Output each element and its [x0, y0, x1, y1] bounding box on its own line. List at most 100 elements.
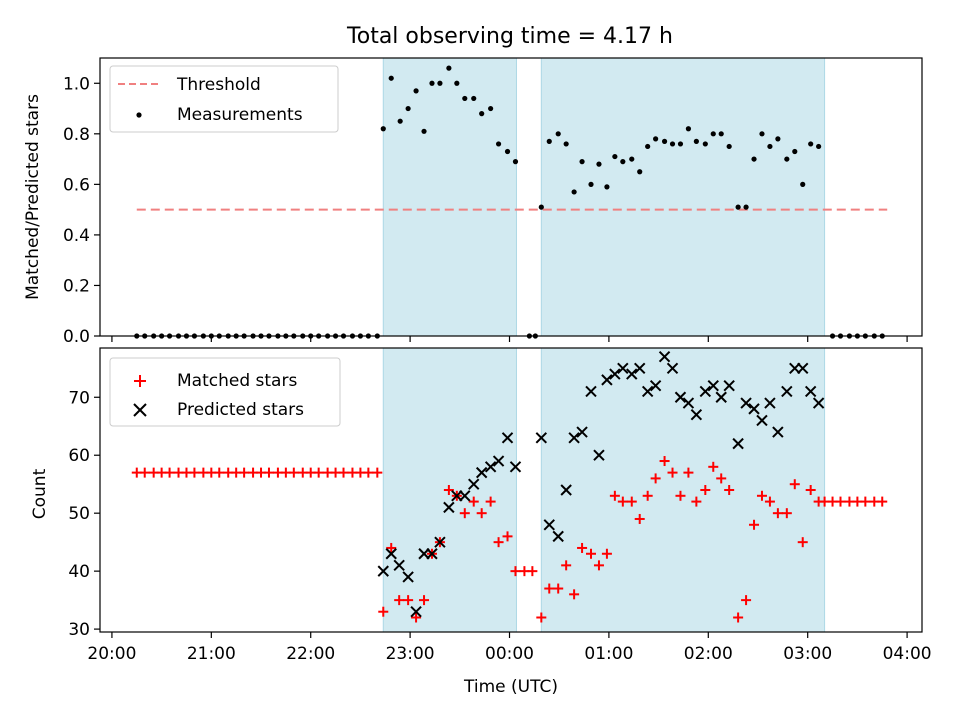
predicted-star-point	[535, 432, 548, 444]
matched-star-point	[411, 612, 422, 623]
predicted-star-point	[772, 426, 784, 438]
matched-star-point	[756, 490, 767, 501]
measurement-point	[800, 181, 806, 187]
y-tick-label: 0.6	[63, 175, 90, 195]
measurement-point	[454, 80, 460, 86]
measurement-point	[588, 181, 594, 187]
matched-star-point	[601, 548, 612, 559]
matched-star-point	[189, 467, 200, 478]
x-tick-label: 20:00	[87, 644, 136, 664]
matched-star-point	[724, 485, 735, 495]
predicted-star-point	[377, 565, 389, 577]
measurement-point	[629, 156, 635, 162]
matched-star-point	[288, 467, 299, 478]
matched-star-point	[683, 467, 694, 478]
predicted-star-point	[543, 519, 555, 531]
matched-star-point	[675, 490, 686, 501]
x-tick-label: 23:00	[386, 644, 435, 664]
matched-star-point	[394, 595, 405, 606]
predicted-star-point	[797, 362, 809, 374]
measurement-point	[555, 131, 561, 137]
matched-star-point	[797, 537, 808, 548]
y-tick-label: 0.8	[63, 125, 90, 145]
matched-star-point	[835, 496, 846, 507]
predicted-star-point	[426, 548, 438, 560]
measurement-point	[495, 141, 502, 147]
matched-star-point	[536, 612, 547, 623]
legend-matched-label: Matched stars	[177, 371, 297, 391]
measurement-point	[661, 138, 668, 144]
measurement-point	[751, 156, 757, 162]
predicted-star-markers	[377, 350, 825, 618]
x-tick-label: 02:00	[684, 644, 733, 664]
measurement-point	[612, 153, 618, 160]
predicted-star-point	[459, 490, 471, 502]
top-x-ticks	[111, 336, 908, 342]
predicted-star-point	[715, 391, 727, 403]
predicted-star-point	[649, 379, 662, 392]
predicted-star-point	[393, 559, 405, 572]
predicted-star-point	[443, 501, 455, 514]
predicted-star-point	[690, 408, 703, 421]
predicted-star-point	[748, 403, 760, 415]
matched-star-point	[214, 467, 225, 478]
predicted-star-point	[576, 426, 588, 438]
predicted-star-point	[601, 374, 613, 386]
measurement-point	[653, 136, 659, 142]
observing-band	[382, 57, 517, 337]
matched-star-point	[716, 473, 727, 484]
matched-star-point	[493, 537, 504, 548]
matched-star-point	[443, 485, 454, 495]
matched-star-point	[139, 467, 150, 478]
matched-star-point	[338, 467, 349, 478]
predicted-star-point	[492, 455, 505, 467]
measurement-point	[620, 159, 626, 165]
matched-star-point	[691, 496, 702, 507]
measurement-point	[546, 138, 552, 144]
y-tick-label: 70	[68, 388, 90, 408]
predicted-star-point	[501, 432, 514, 444]
bottom-y-axis-label: Count	[30, 468, 50, 519]
measurement-point	[437, 80, 443, 86]
measurement-point	[784, 156, 790, 162]
x-tick-label: 03:00	[783, 644, 832, 664]
y-tick-label: 30	[68, 620, 90, 640]
measurement-point	[388, 75, 394, 81]
legend-predicted-label: Predicted stars	[177, 400, 304, 420]
matched-star-point	[419, 595, 430, 606]
measurements-legend-swatch	[136, 112, 142, 118]
predicted-star-point	[385, 548, 397, 560]
predicted-star-point	[634, 362, 646, 374]
matched-star-point	[468, 496, 479, 507]
bottom-plot-frame	[99, 347, 923, 633]
matched-star-point	[634, 513, 645, 524]
ratio-panel: 0.0 0.2 0.4 0.6 0.8 1.0 Matched/Predicted sta…	[23, 57, 923, 347]
predicted-star-point	[666, 362, 679, 374]
measurement-point	[759, 131, 765, 137]
matched-star-point	[459, 508, 470, 519]
y-tick-label: 0.4	[63, 226, 90, 246]
top-legend: Threshold Measurements	[109, 65, 339, 133]
matched-star-point	[708, 461, 719, 472]
matched-star-point	[164, 467, 175, 478]
bottom-legend: Matched stars Predicted stars	[109, 357, 341, 427]
x-tick-label: 01:00	[584, 644, 633, 664]
predicted-star-point	[593, 449, 605, 461]
matched-star-point	[263, 467, 274, 478]
matched-star-point	[805, 485, 816, 495]
measurement-point	[512, 159, 519, 165]
matched-legend-swatch	[134, 375, 146, 387]
y-tick-label: 60	[68, 446, 90, 466]
measurement-point	[504, 148, 511, 155]
measurement-point	[775, 136, 781, 142]
matched-star-point	[527, 566, 538, 577]
measurement-point	[677, 141, 684, 147]
measurement-point	[405, 105, 411, 112]
measurement-point	[726, 143, 732, 150]
observing-band	[540, 347, 826, 633]
measurement-point	[397, 118, 403, 124]
measurement-point	[596, 161, 602, 167]
x-tick-label: 04:00	[883, 644, 932, 664]
measurement-point	[421, 128, 427, 134]
